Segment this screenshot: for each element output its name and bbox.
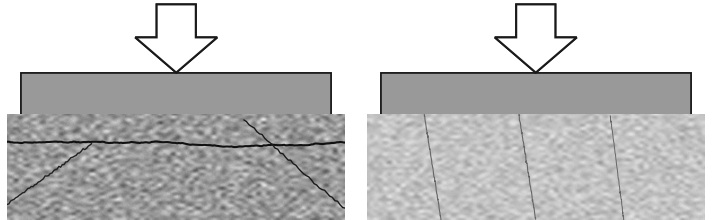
Polygon shape	[135, 4, 217, 73]
Bar	[21, 73, 331, 121]
Polygon shape	[495, 4, 577, 73]
Bar	[7, 0, 345, 114]
Polygon shape	[495, 4, 577, 73]
Bar	[381, 73, 691, 121]
Bar	[21, 73, 331, 121]
Bar	[381, 73, 691, 121]
Polygon shape	[135, 4, 217, 73]
Bar	[345, 0, 367, 220]
Bar	[367, 0, 705, 114]
